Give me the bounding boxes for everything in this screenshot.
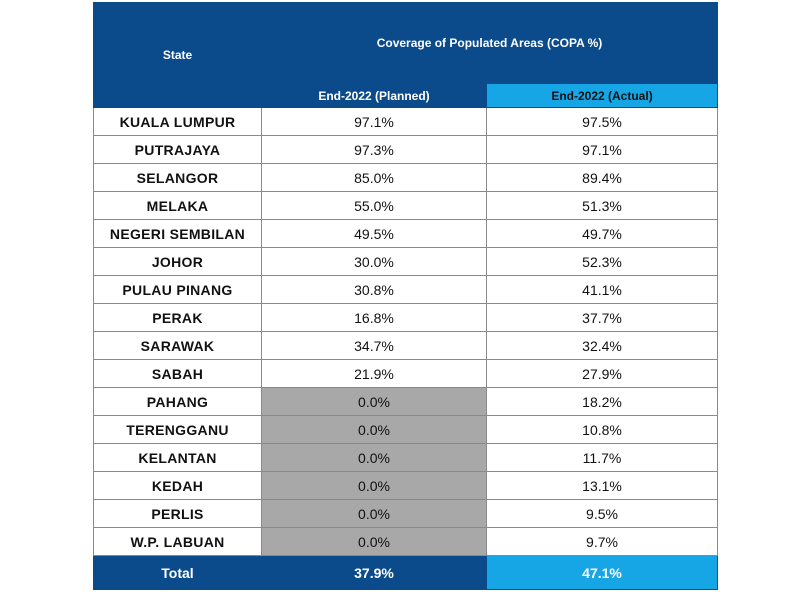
state: PERLIS: [93, 499, 262, 528]
state: KUALA LUMPUR: [93, 107, 262, 136]
row: PAHANG 0.0% 18.2%: [93, 387, 719, 416]
planned: 0.0%: [261, 471, 487, 500]
header-actual: End-2022 (Actual): [485, 83, 719, 108]
state: KELANTAN: [93, 443, 262, 472]
actual: 49.7%: [485, 219, 719, 248]
row: PERAK 16.8% 37.7%: [93, 303, 719, 332]
actual: 51.3%: [485, 191, 719, 220]
planned: 55.0%: [261, 191, 487, 220]
row: PUTRAJAYA 97.3% 97.1%: [93, 135, 719, 164]
actual: 18.2%: [485, 387, 719, 416]
actual: 97.5%: [485, 107, 719, 136]
total-row: Total 37.9% 47.1%: [93, 555, 719, 590]
header-planned: End-2022 (Planned): [261, 83, 487, 108]
planned: 30.8%: [261, 275, 487, 304]
state: SELANGOR: [93, 163, 262, 192]
actual: 37.7%: [485, 303, 719, 332]
state: W.P. LABUAN: [93, 527, 262, 556]
state: PUTRAJAYA: [93, 135, 262, 164]
actual: 52.3%: [485, 247, 719, 276]
actual: 9.7%: [485, 527, 719, 556]
table-container: State Coverage of Populated Areas (COPA …: [93, 2, 719, 590]
actual: 11.7%: [485, 443, 719, 472]
state: MELAKA: [93, 191, 262, 220]
planned: 97.1%: [261, 107, 487, 136]
row: TERENGGANU 0.0% 10.8%: [93, 415, 719, 444]
actual: 41.1%: [485, 275, 719, 304]
state: JOHOR: [93, 247, 262, 276]
row: MELAKA 55.0% 51.3%: [93, 191, 719, 220]
planned: 21.9%: [261, 359, 487, 388]
state: KEDAH: [93, 471, 262, 500]
planned: 16.8%: [261, 303, 487, 332]
row: JOHOR 30.0% 52.3%: [93, 247, 719, 276]
actual: 32.4%: [485, 331, 719, 360]
row: KEDAH 0.0% 13.1%: [93, 471, 719, 500]
planned: 0.0%: [261, 527, 487, 556]
row: PERLIS 0.0% 9.5%: [93, 499, 719, 528]
actual: 9.5%: [485, 499, 719, 528]
row: W.P. LABUAN 0.0% 9.7%: [93, 527, 719, 556]
total-actual: 47.1%: [485, 555, 719, 590]
header-coverage: Coverage of Populated Areas (COPA %): [260, 2, 719, 84]
planned: 97.3%: [261, 135, 487, 164]
row: PULAU PINANG 30.8% 41.1%: [93, 275, 719, 304]
state: TERENGGANU: [93, 415, 262, 444]
actual: 10.8%: [485, 415, 719, 444]
state: SARAWAK: [93, 331, 262, 360]
planned: 0.0%: [261, 415, 487, 444]
copa-table: State Coverage of Populated Areas (COPA …: [93, 2, 719, 590]
state: PULAU PINANG: [93, 275, 262, 304]
planned: 85.0%: [261, 163, 487, 192]
actual: 27.9%: [485, 359, 719, 388]
planned: 49.5%: [261, 219, 487, 248]
state: NEGERI SEMBILAN: [93, 219, 262, 248]
row: KUALA LUMPUR 97.1% 97.5%: [93, 107, 719, 136]
table-body: KUALA LUMPUR 97.1% 97.5% PUTRAJAYA 97.3% 97.…: [93, 107, 719, 590]
header-state: State: [93, 2, 262, 108]
total-label: Total: [93, 555, 262, 590]
actual: 89.4%: [485, 163, 719, 192]
row: SELANGOR 85.0% 89.4%: [93, 163, 719, 192]
planned: 34.7%: [261, 331, 487, 360]
actual: 13.1%: [485, 471, 719, 500]
total-planned: 37.9%: [261, 555, 487, 590]
state: PERAK: [93, 303, 262, 332]
planned: 0.0%: [261, 387, 487, 416]
row: SARAWAK 34.7% 32.4%: [93, 331, 719, 360]
row: NEGERI SEMBILAN 49.5% 49.7%: [93, 219, 719, 248]
state: PAHANG: [93, 387, 262, 416]
planned: 30.0%: [261, 247, 487, 276]
planned: 0.0%: [261, 443, 487, 472]
state: SABAH: [93, 359, 262, 388]
planned: 0.0%: [261, 499, 487, 528]
row: KELANTAN 0.0% 11.7%: [93, 443, 719, 472]
actual: 97.1%: [485, 135, 719, 164]
row: SABAH 21.9% 27.9%: [93, 359, 719, 388]
